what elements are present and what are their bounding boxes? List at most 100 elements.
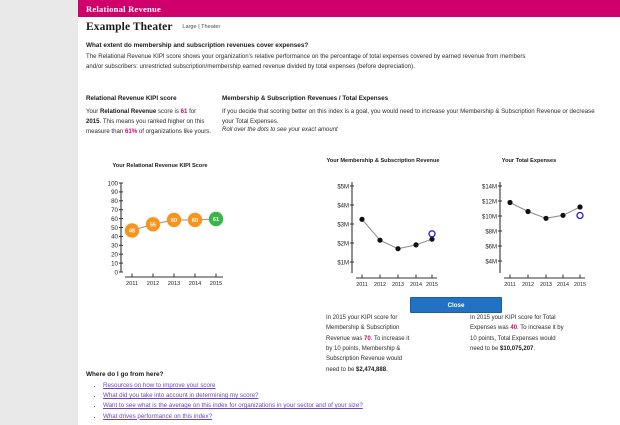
explain-membership-revenue: In 2015 your KIPI score for Membership &… bbox=[326, 313, 412, 375]
kipi-text-end: of organizations like yours. bbox=[137, 128, 212, 136]
explain-right-amount: $10,075,207 bbox=[500, 345, 534, 352]
kipi-text-suffix: . This means you ranked higher on this m… bbox=[86, 118, 205, 136]
svg-text:70: 70 bbox=[111, 207, 118, 214]
chart-membership-y-axis: $5M $4M $3M $2M $1M bbox=[337, 184, 354, 266]
svg-text:20: 20 bbox=[111, 252, 118, 259]
kipi-point-2011 bbox=[124, 223, 140, 238]
kipi-point-2015 bbox=[208, 211, 224, 227]
chart-kipi-title: Your Relational Revenue KIPI Score bbox=[112, 163, 208, 169]
expenses-point-2013 bbox=[543, 215, 549, 221]
kipi-xtick-0: 2011 bbox=[126, 281, 138, 287]
kipi-score-value: 61 bbox=[180, 108, 188, 115]
ratio-heading: Membership & Subscription Revenues / Tot… bbox=[222, 95, 389, 102]
close-button[interactable]: Close bbox=[410, 297, 502, 313]
kipi-label-2015: 61 bbox=[213, 217, 219, 223]
footer-link-list: Resources on how to improve your score W… bbox=[86, 382, 606, 420]
footer-heading: Where do I go from here? bbox=[86, 371, 164, 378]
membership-xtick-1: 2012 bbox=[374, 282, 386, 288]
membership-target-point bbox=[428, 230, 436, 238]
svg-text:$4M: $4M bbox=[337, 203, 349, 209]
expenses-point-2015 bbox=[577, 204, 583, 210]
kipi-label-2014: 60 bbox=[192, 218, 198, 224]
explain-total-expenses: In 2015 your KIPI score for Total Expens… bbox=[470, 313, 566, 354]
chart-expenses-svg: $14M $12M $10M $8M $6M $4M bbox=[482, 182, 586, 288]
kipi-text-mid: score is bbox=[156, 108, 181, 115]
svg-text:0: 0 bbox=[115, 269, 119, 276]
membership-point-2011 bbox=[359, 216, 365, 222]
footer-link-methodology[interactable]: What did you take into account in determ… bbox=[103, 392, 259, 400]
kipi-label-2012: 55 bbox=[150, 223, 156, 229]
svg-text:10: 10 bbox=[111, 260, 118, 267]
chart-membership-points bbox=[359, 216, 435, 252]
expenses-point-2012 bbox=[525, 208, 531, 215]
list-item: What did you take into account in determ… bbox=[103, 392, 606, 399]
intro-question: What extent do membership and subscripti… bbox=[86, 42, 309, 49]
svg-text:50: 50 bbox=[111, 225, 118, 232]
explain-left-t3: . bbox=[386, 366, 388, 373]
brand-title: Relational Revenue bbox=[86, 3, 161, 14]
explain-right-t1: In 2015 your KIPI score for Total Expens… bbox=[470, 315, 556, 332]
kipi-xtick-1: 2012 bbox=[147, 281, 159, 287]
expenses-xtick-4: 2015 bbox=[574, 282, 586, 288]
explain-left-score: 70 bbox=[364, 335, 371, 342]
organization-row: Example Theater Large | Theater bbox=[86, 21, 606, 37]
membership-xtick-0: 2011 bbox=[356, 282, 368, 288]
kipi-label-2011: 48 bbox=[129, 229, 135, 235]
kipi-metric-name: Relational Revenue bbox=[100, 108, 157, 115]
kipi-point-2014 bbox=[187, 212, 203, 228]
kipi-score-column: Relational Revenue KIPI score Your Relat… bbox=[86, 95, 212, 137]
rollover-note: Roll over the dots to see your exact amo… bbox=[222, 127, 338, 134]
intro-paragraph: The Relational Revenue KIPI score shows … bbox=[86, 53, 526, 70]
list-item: What drives performance on this index? bbox=[103, 413, 606, 420]
expenses-point-2011 bbox=[507, 199, 513, 206]
kipi-xtick-3: 2014 bbox=[189, 281, 201, 287]
svg-text:$6M: $6M bbox=[485, 244, 497, 250]
svg-text:$4M: $4M bbox=[485, 259, 497, 265]
chart-expenses-title: Your Total Expenses bbox=[501, 158, 557, 164]
brand-header-bar: Relational Revenue bbox=[78, 0, 620, 17]
kipi-xtick-4: 2015 bbox=[210, 281, 222, 287]
organization-meta: Large | Theater bbox=[182, 24, 221, 30]
svg-text:$8M: $8M bbox=[485, 229, 497, 235]
report-sheet: Relational Revenue Example Theater Large… bbox=[78, 0, 620, 425]
kipi-text-for: for bbox=[187, 108, 197, 115]
kipi-xtick-2: 2013 bbox=[168, 281, 180, 287]
footer-links-section: Where do I go from here? Resources on ho… bbox=[86, 371, 606, 423]
explain-right-t2: . To increase it by 10 points, Total Exp… bbox=[470, 325, 564, 352]
charts-region: Your Relational Revenue KIPI Score 100 9… bbox=[78, 155, 620, 290]
svg-text:90: 90 bbox=[111, 189, 118, 196]
footer-link-resources[interactable]: Resources on how to improve your score bbox=[103, 382, 216, 389]
intro-block: What extent do membership and subscripti… bbox=[86, 42, 526, 72]
footer-link-drivers[interactable]: What drives performance on this index? bbox=[103, 412, 213, 420]
svg-text:80: 80 bbox=[111, 198, 118, 205]
kipi-point-2012 bbox=[145, 217, 161, 232]
svg-text:30: 30 bbox=[111, 243, 118, 250]
chart-kipi-y-axis: 100 90 80 70 60 50 40 30 20 10 0 bbox=[108, 180, 123, 276]
expenses-xtick-1: 2012 bbox=[522, 282, 534, 288]
chart-total-expenses: Your Total Expenses $14M $12M $10M $8M $… bbox=[468, 158, 590, 288]
chart-kipi-score: Your Relational Revenue KIPI Score 100 9… bbox=[90, 163, 230, 288]
svg-text:$3M: $3M bbox=[337, 222, 349, 228]
chart-membership-svg: $5M $4M $3M $2M $1M bbox=[337, 182, 438, 288]
footer-link-benchmark[interactable]: Want to see what is the average on this … bbox=[103, 402, 363, 410]
ratio-paragraph: If you decide that scoring better on thi… bbox=[222, 108, 595, 126]
svg-text:60: 60 bbox=[111, 216, 118, 223]
expenses-point-2014 bbox=[560, 212, 566, 218]
chart-kipi-svg: 100 90 80 70 60 50 40 30 20 10 0 bbox=[108, 180, 224, 287]
chart-membership-revenue: Your Membership & Subscription Revenue $… bbox=[324, 158, 442, 288]
chart-expenses-y-axis: $14M $12M $10M $8M $6M $4M bbox=[482, 184, 502, 265]
chart-membership-title: Your Membership & Subscription Revenue bbox=[326, 158, 440, 164]
membership-xtick-4: 2015 bbox=[426, 282, 438, 288]
membership-point-2013 bbox=[395, 246, 401, 252]
explain-right-t3: . bbox=[533, 345, 536, 352]
kipi-label-2013: 60 bbox=[171, 218, 177, 224]
expenses-xtick-0: 2011 bbox=[504, 282, 516, 288]
svg-text:$12M: $12M bbox=[482, 199, 497, 205]
explain-left-t1: In 2015 your KIPI score for Membership &… bbox=[326, 315, 400, 342]
list-item: Resources on how to improve your score bbox=[103, 382, 606, 389]
kipi-score-text: Your Relational Revenue score is 61 for … bbox=[86, 107, 212, 137]
svg-text:$14M: $14M bbox=[482, 184, 497, 190]
svg-text:$2M: $2M bbox=[337, 241, 349, 247]
svg-text:100: 100 bbox=[108, 180, 119, 187]
membership-point-2015 bbox=[429, 236, 435, 242]
